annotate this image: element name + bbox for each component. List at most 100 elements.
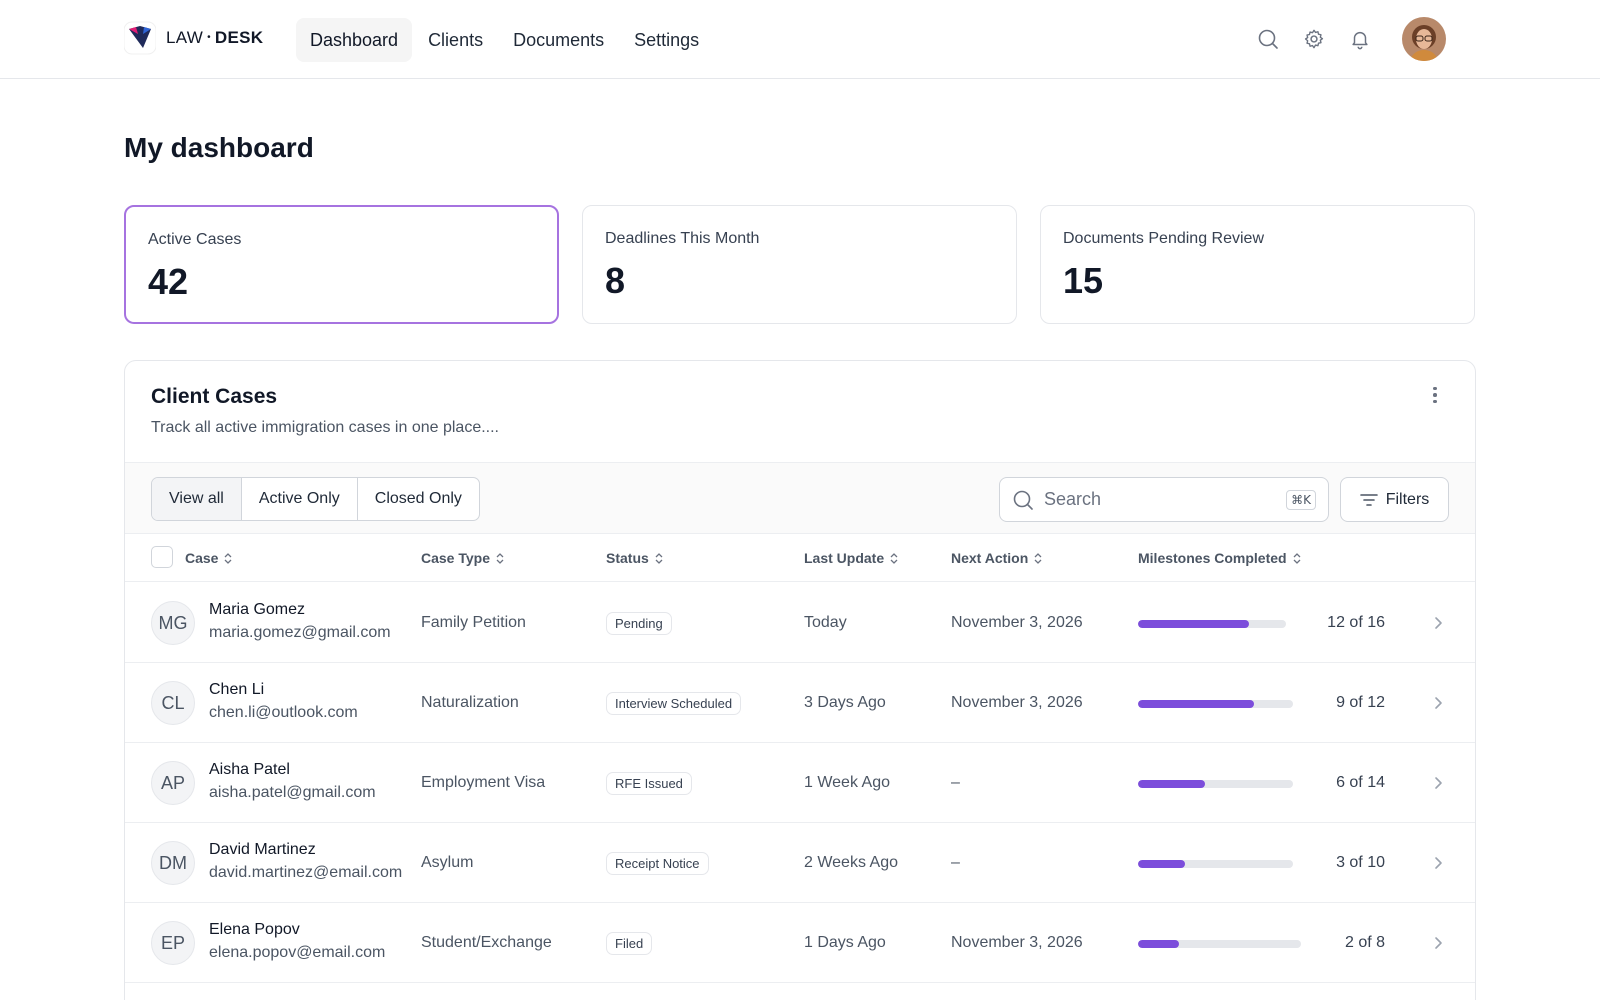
milestone-progress-bar bbox=[1138, 780, 1293, 788]
tab-closed-only[interactable]: Closed Only bbox=[374, 490, 462, 507]
user-avatar[interactable] bbox=[1402, 17, 1446, 61]
nav-documents[interactable]: Documents bbox=[513, 29, 605, 50]
filters-button[interactable]: Filters bbox=[1340, 477, 1449, 522]
client-email: chen.li@outlook.com bbox=[209, 704, 358, 721]
milestones-text: 2 of 8 bbox=[1344, 934, 1385, 951]
sort-icon bbox=[225, 552, 232, 564]
stat-card-active-cases[interactable]: Active Cases 42 bbox=[124, 205, 559, 324]
client-name: Elena Popov bbox=[209, 921, 300, 938]
select-all-checkbox[interactable] bbox=[151, 546, 173, 568]
chevron-right-icon[interactable] bbox=[1433, 936, 1443, 950]
status-badge: RFE Issued bbox=[606, 771, 692, 795]
client-name: Aisha Patel bbox=[209, 761, 290, 778]
client-email: david.martinez@email.com bbox=[209, 864, 403, 881]
chevron-right-icon[interactable] bbox=[1433, 856, 1443, 870]
sort-icon bbox=[496, 552, 504, 564]
client-email: elena.popov@email.com bbox=[209, 944, 386, 961]
chevron-right-icon[interactable] bbox=[1433, 776, 1443, 790]
stat-card-documents-pending[interactable]: Documents Pending Review 15 bbox=[1040, 205, 1475, 324]
nav-settings[interactable]: Settings bbox=[634, 29, 700, 50]
column-header-next-action[interactable]: Next Action bbox=[951, 550, 1042, 566]
avatar-initials: AP bbox=[151, 761, 195, 805]
milestone-progress-fill bbox=[1138, 860, 1185, 868]
next-action: November 3, 2026 bbox=[951, 934, 1083, 951]
case-type: Employment Visa bbox=[421, 774, 546, 791]
status-badge: Pending bbox=[606, 611, 672, 635]
milestones-text: 3 of 10 bbox=[1336, 854, 1385, 871]
case-type: Family Petition bbox=[421, 614, 526, 631]
milestone-progress-bar bbox=[1138, 860, 1293, 868]
client-email: aisha.patel@gmail.com bbox=[209, 784, 376, 801]
stat-card-deadlines[interactable]: Deadlines This Month 8 bbox=[582, 205, 1017, 324]
filter-icon bbox=[1359, 493, 1378, 506]
status-cell: Receipt Notice bbox=[606, 823, 709, 903]
milestone-progress-bar bbox=[1138, 620, 1286, 628]
case-type: Naturalization bbox=[421, 694, 519, 711]
stat-value: 15 bbox=[1063, 260, 1104, 301]
sort-icon bbox=[1034, 552, 1042, 564]
table-row[interactable]: EP Elena Popov elena.popov@email.com Studen… bbox=[125, 903, 1475, 983]
column-header-status[interactable]: Status bbox=[606, 550, 663, 566]
chevron-right-icon[interactable] bbox=[1433, 616, 1443, 630]
card-subtitle: Track all active immigration cases in on… bbox=[151, 419, 499, 436]
stat-value: 42 bbox=[148, 261, 189, 302]
table-header: Case Case Type Status Last Update Next A… bbox=[125, 534, 1475, 582]
client-info: Elena Popov elena.popov@email.com bbox=[209, 921, 385, 962]
more-options-icon[interactable] bbox=[1425, 383, 1445, 407]
stat-label: Active Cases bbox=[148, 231, 242, 248]
column-header-case[interactable]: Case bbox=[185, 550, 232, 566]
header-actions bbox=[1254, 17, 1446, 61]
tab-view-all[interactable]: View all bbox=[152, 478, 242, 520]
milestone-progress-bar bbox=[1138, 700, 1293, 708]
search-icon[interactable] bbox=[1254, 25, 1282, 53]
milestone-progress-fill bbox=[1138, 780, 1205, 788]
milestones-text: 12 of 16 bbox=[1327, 614, 1385, 631]
last-update: 1 Days Ago bbox=[804, 934, 886, 951]
avatar-initials: CL bbox=[151, 681, 195, 725]
milestone-progress-fill bbox=[1138, 620, 1249, 628]
case-type: Student/Exchange bbox=[421, 934, 552, 951]
client-cases-card: Client Cases Track all active immigratio… bbox=[124, 360, 1476, 1000]
search-box: ⌘K bbox=[999, 477, 1329, 522]
status-badge: Interview Scheduled bbox=[606, 691, 742, 715]
main-nav: Dashboard Clients Documents Settings bbox=[296, 18, 713, 62]
top-navigation-bar: LAW • DESK Dashboard Clients Documents Set… bbox=[0, 0, 1600, 79]
case-type: Asylum bbox=[421, 854, 474, 871]
card-title: Client Cases bbox=[151, 385, 278, 408]
column-header-case-type[interactable]: Case Type bbox=[421, 550, 504, 566]
brand[interactable]: LAW • DESK bbox=[124, 20, 263, 56]
column-header-last-update[interactable]: Last Update bbox=[804, 550, 898, 566]
status-badge: Filed bbox=[606, 931, 653, 955]
avatar-initials: DM bbox=[151, 841, 195, 885]
table-row[interactable]: MG Maria Gomez maria.gomez@gmail.com Family… bbox=[125, 583, 1475, 663]
search-input[interactable] bbox=[1044, 489, 1287, 510]
client-info: Chen Li chen.li@outlook.com bbox=[209, 681, 358, 722]
client-info: Maria Gomez maria.gomez@gmail.com bbox=[209, 601, 391, 642]
page-title: My dashboard bbox=[124, 132, 314, 163]
next-action: – bbox=[951, 854, 960, 871]
tab-active-only[interactable]: Active Only bbox=[242, 478, 358, 520]
column-header-milestones[interactable]: Milestones Completed bbox=[1138, 550, 1301, 566]
table-row[interactable]: AP Aisha Patel aisha.patel@gmail.com Employ… bbox=[125, 743, 1475, 823]
milestones-text: 9 of 12 bbox=[1336, 694, 1385, 711]
nav-clients[interactable]: Clients bbox=[428, 29, 484, 50]
status-cell: Filed bbox=[606, 903, 653, 983]
last-update: 3 Days Ago bbox=[804, 694, 886, 711]
client-info: David Martinez david.martinez@email.com bbox=[209, 841, 402, 882]
next-action: November 3, 2026 bbox=[951, 614, 1083, 631]
brand-name: LAW • DESK bbox=[166, 28, 264, 47]
view-filter-tabs: View all Active Only Closed Only bbox=[151, 477, 480, 521]
table-row[interactable]: DM David Martinez david.martinez@email.com… bbox=[125, 823, 1475, 903]
client-info: Aisha Patel aisha.patel@gmail.com bbox=[209, 761, 376, 802]
bell-icon[interactable] bbox=[1346, 25, 1374, 53]
table-row[interactable]: CL Chen Li chen.li@outlook.com Naturalizati… bbox=[125, 663, 1475, 743]
client-name: Chen Li bbox=[209, 681, 265, 698]
status-badge: Receipt Notice bbox=[606, 851, 709, 875]
gear-icon[interactable] bbox=[1300, 25, 1328, 53]
chevron-right-icon[interactable] bbox=[1433, 696, 1443, 710]
milestones-text: 6 of 14 bbox=[1336, 774, 1385, 791]
nav-dashboard[interactable]: Dashboard bbox=[296, 18, 413, 62]
keyboard-shortcut-badge: ⌘K bbox=[1286, 489, 1316, 510]
milestone-progress-fill bbox=[1138, 940, 1179, 948]
brand-logo-icon bbox=[124, 21, 156, 55]
